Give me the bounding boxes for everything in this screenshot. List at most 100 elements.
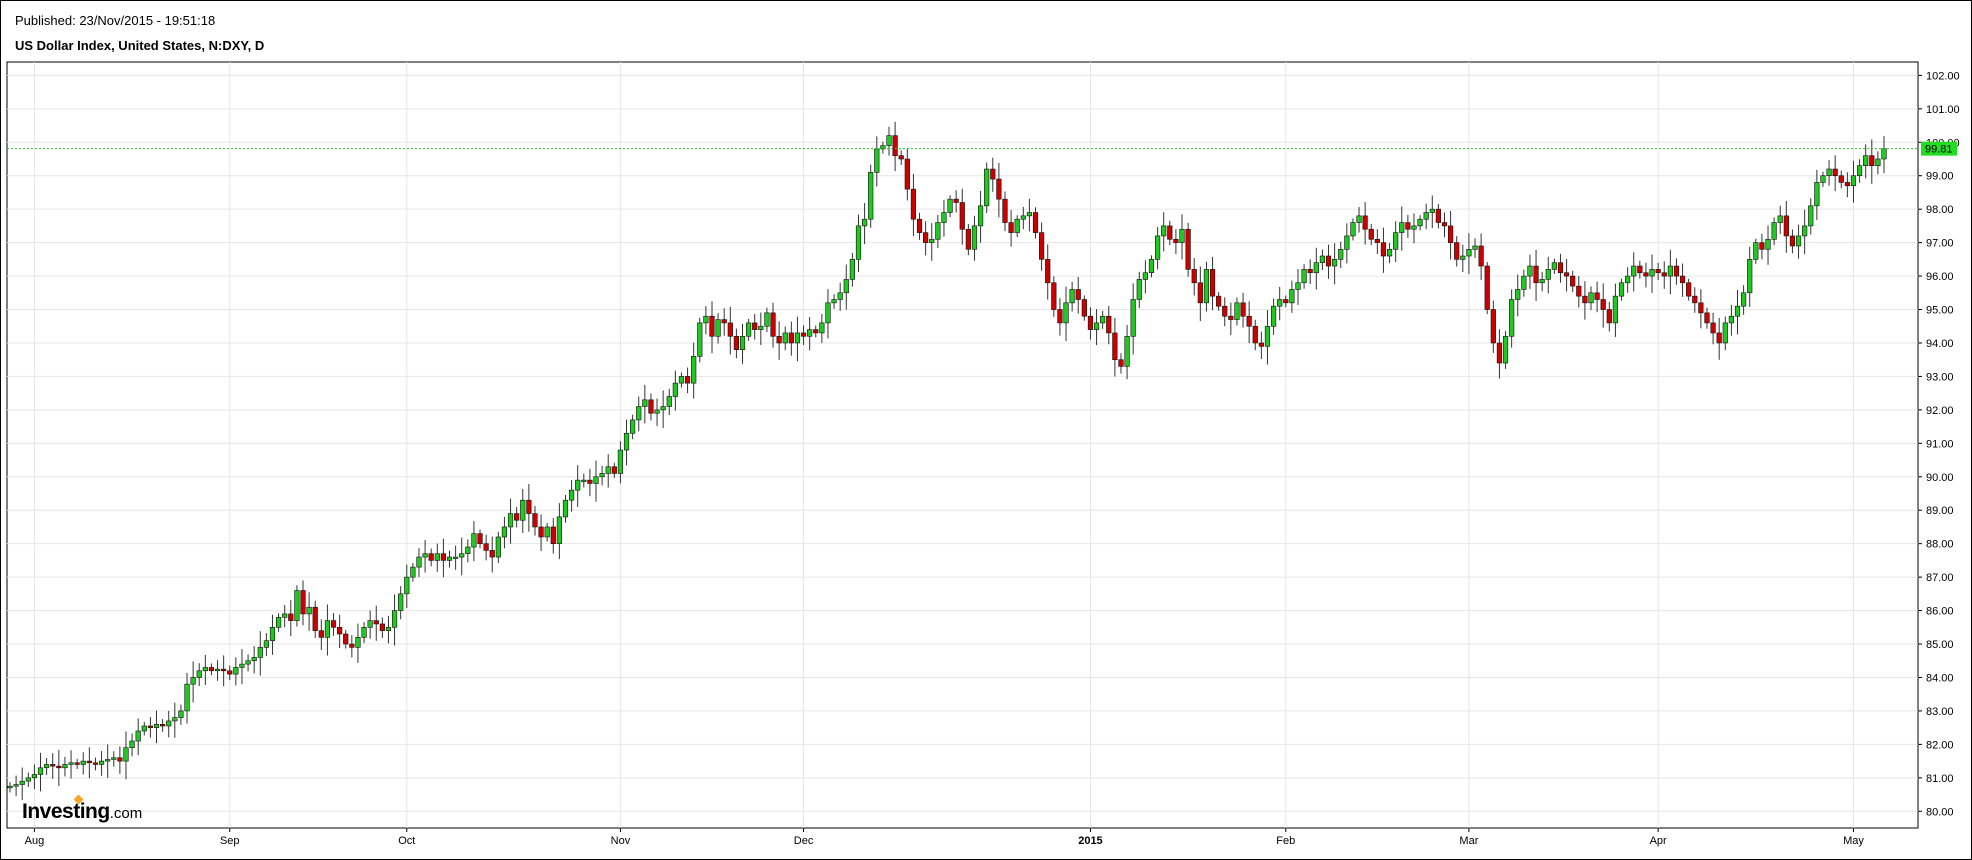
candle [1289,289,1295,304]
candle [227,670,233,675]
logo-suffix: .com [109,805,143,822]
y-tick-label: 85.00 [1926,639,1954,651]
candle [1551,262,1557,270]
candle [923,232,929,243]
candle [1460,255,1466,260]
candle [1661,272,1667,277]
candle [1447,225,1454,243]
candle [904,158,910,190]
candle [941,212,947,223]
candle [1856,165,1863,177]
candle [1789,235,1796,247]
candle [959,202,965,230]
candle [1435,208,1441,223]
candle [105,759,111,762]
candle [428,553,434,561]
candle [587,479,593,484]
y-tick-label: 92.00 [1926,405,1954,417]
candle [660,406,666,411]
candle [849,259,855,280]
candle [825,302,831,324]
candle [1423,212,1429,220]
candle [697,322,703,357]
candle [843,279,849,294]
candle [147,725,153,728]
candle [1673,265,1680,277]
candle [599,473,605,478]
candle [80,760,86,765]
candle [1490,309,1496,344]
y-tick-label: 102.00 [1926,70,1960,82]
candle [294,590,300,621]
candle [1148,259,1155,274]
candle [831,299,837,304]
y-tick-label: 95.00 [1926,305,1954,317]
candle [117,757,123,762]
candle [129,740,135,749]
candle [1783,215,1789,237]
candle [434,553,440,561]
candle [1307,269,1313,274]
candle [172,717,178,722]
candle [202,667,208,672]
candle [275,616,282,628]
candle [367,620,373,628]
candle [221,668,227,672]
candle [489,550,495,558]
candle [1185,228,1191,270]
candle [1362,215,1368,230]
candle [1283,299,1289,304]
candle [1765,238,1771,250]
candle [7,785,13,789]
candle [935,222,941,240]
candle [330,620,337,628]
candle [86,760,92,764]
x-tick-label: Dec [794,835,814,847]
candle [733,335,740,350]
candle [947,198,953,213]
candle [807,329,813,337]
candle [1545,269,1551,280]
published-timestamp: Published: 23/Nov/2015 - 19:51:18 [15,13,216,28]
candle [691,356,697,384]
candle [611,466,617,474]
candle [446,556,453,561]
candle [1246,315,1252,327]
candle [721,319,727,324]
candle [1515,289,1521,300]
y-tick-label: 96.00 [1926,271,1954,283]
y-tick-label: 87.00 [1926,572,1954,584]
candle [1002,198,1008,223]
x-tick-label: Feb [1276,835,1295,847]
candle [507,513,514,528]
candle [1734,305,1741,317]
candle [581,479,587,482]
candle [1686,282,1692,297]
candle [990,168,996,180]
y-tick-label: 90.00 [1926,472,1954,484]
candle [1179,228,1185,243]
candle [379,623,385,631]
candle [257,647,263,658]
candle [1356,215,1362,223]
candle [971,225,978,250]
candle [984,168,990,207]
candle [1154,235,1161,260]
candle [1679,275,1686,284]
candle [520,499,526,521]
candle [623,432,630,451]
candle [1496,342,1503,364]
candle [453,556,459,559]
candle [1106,315,1112,334]
candle [98,760,105,765]
candle [898,155,904,160]
candle [1502,335,1509,364]
candle [813,329,819,334]
candle [1411,225,1417,230]
candle [1368,228,1374,240]
candle [1753,242,1759,260]
candle [1844,182,1850,187]
candle [471,533,477,548]
candle [1710,322,1716,334]
